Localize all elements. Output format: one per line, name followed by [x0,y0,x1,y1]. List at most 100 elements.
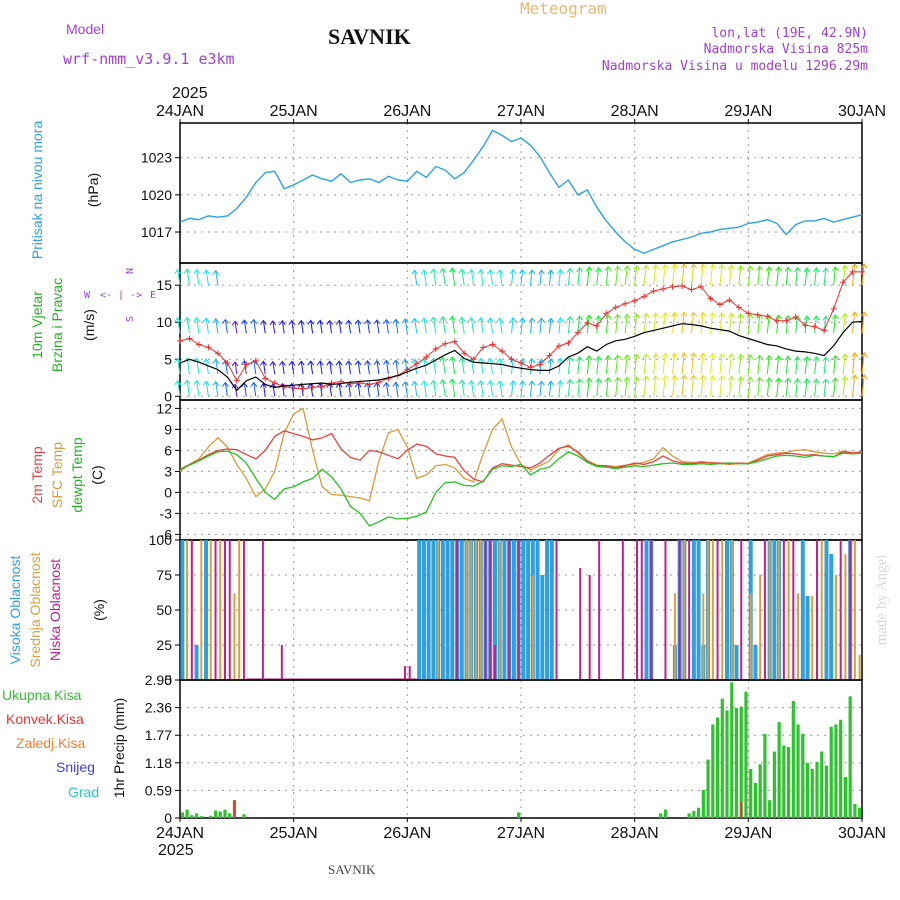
wind-barb-head [803,266,811,273]
wind-barb-head [765,265,773,272]
wind-barb-head [803,315,811,321]
precip-total-bar [791,701,795,818]
wind-barb-head [411,380,419,386]
wind-barb [348,383,351,397]
wind-barb-head [278,360,286,366]
wind-gust-marker [366,381,373,388]
wind-barb-head [221,381,229,387]
wind-barb-head [566,267,574,273]
wind-barb-head [477,317,485,323]
cloud-mid-bar [853,540,856,680]
precip-total-bar [801,733,805,818]
precip-total-bar [697,807,701,818]
wind-barb-head [699,374,707,380]
wind-barb-head [756,354,764,360]
wind-barb-head [557,357,564,363]
cloud-high-bar [204,540,209,680]
date-tick-label: 24JAN [156,825,204,842]
cloud-mid-bar [702,593,705,680]
wind-barb-head [231,320,239,326]
wind-barb [795,378,798,397]
wind-barb-head [250,318,258,324]
cloud-low-bar [598,540,601,680]
wind-barb [709,375,714,397]
wind-barb [539,359,542,375]
cloud-low-bar [849,540,852,680]
wind-barb-head [486,380,494,386]
wind-gust-marker [584,319,591,326]
y-tick-label: 15 [156,277,172,293]
wind-barb [539,318,542,334]
wind-barb [842,354,846,375]
wind-gust-marker [764,313,771,320]
wind-barb [605,377,609,397]
cloud-low-bar [456,540,459,680]
wind-barb-head [576,315,583,321]
wind-barb-head [477,268,485,275]
wind-barb-head [420,380,428,386]
cloud-low-bar [214,540,217,680]
wind-barb-head [212,358,220,364]
precip-total-bar [810,768,814,818]
wind-barb [586,355,590,375]
cloud-unit: (%) [91,599,107,621]
cloud-mid-bar [238,540,241,680]
wind-barb [681,352,685,375]
wind-barb-head [860,263,868,269]
wind-barb [451,268,456,286]
cloud-high-bar [644,540,649,680]
wind-gust-marker [792,314,799,321]
wind-barb [461,357,465,375]
wind-barb [262,383,266,397]
precip-total-bar [687,813,691,818]
precip-total-bar [853,803,857,818]
cloud-high-bar [725,540,730,680]
wind-barb [461,269,465,286]
precip-total-bar [706,759,710,818]
wind-barb [672,312,676,334]
cloud-mid-bar [711,540,714,680]
cloud-high-bar [440,540,445,680]
wind-title: 10m Vjetar [29,291,45,359]
precip-total-bar [194,813,199,818]
wind-barb [300,361,304,375]
pressure-line [179,129,863,254]
wind-barb-head [528,358,536,364]
cloud-high-bar [549,540,554,680]
wind-barb-head [822,315,830,321]
wind-barb [529,318,533,334]
wind-barb-head [822,267,830,273]
wind-barb-head [728,375,735,381]
wind-barb-head [448,315,456,321]
wind-barb-head [509,379,517,386]
wind-barb-head [439,356,447,362]
precip-total-bar [218,811,222,818]
wind-barb-head [813,378,820,384]
y-tick-label: 0 [164,672,172,688]
footer-station: SAVNIK [328,862,376,877]
wind-barb [586,315,590,334]
wind-barb [662,264,666,286]
wind-barb-head [671,311,679,317]
wind-gust-marker [773,317,780,324]
wind-gust-marker [821,327,828,334]
wind-barb-head [728,353,735,359]
wind-barb-head [566,315,574,321]
wind-barb-head [420,317,428,323]
cloud-low-bar [621,540,624,680]
wind-barb [615,314,619,334]
wind-barb-head [430,379,437,385]
wind-barb-head [718,264,726,270]
wind-barb [205,358,209,375]
wind-barb [823,357,827,375]
wind-barb-head [231,383,239,389]
y-tick-label: 0.59 [145,782,172,798]
wind-barb-head [269,320,277,326]
cloud-high-bar [696,540,701,680]
wind-barb-head [604,314,612,320]
wind-barb-head [642,312,650,318]
wind-barb [215,270,219,286]
wind-barb [719,353,723,375]
cloud-high-bar [800,540,805,680]
wind-gust-marker [697,283,704,290]
